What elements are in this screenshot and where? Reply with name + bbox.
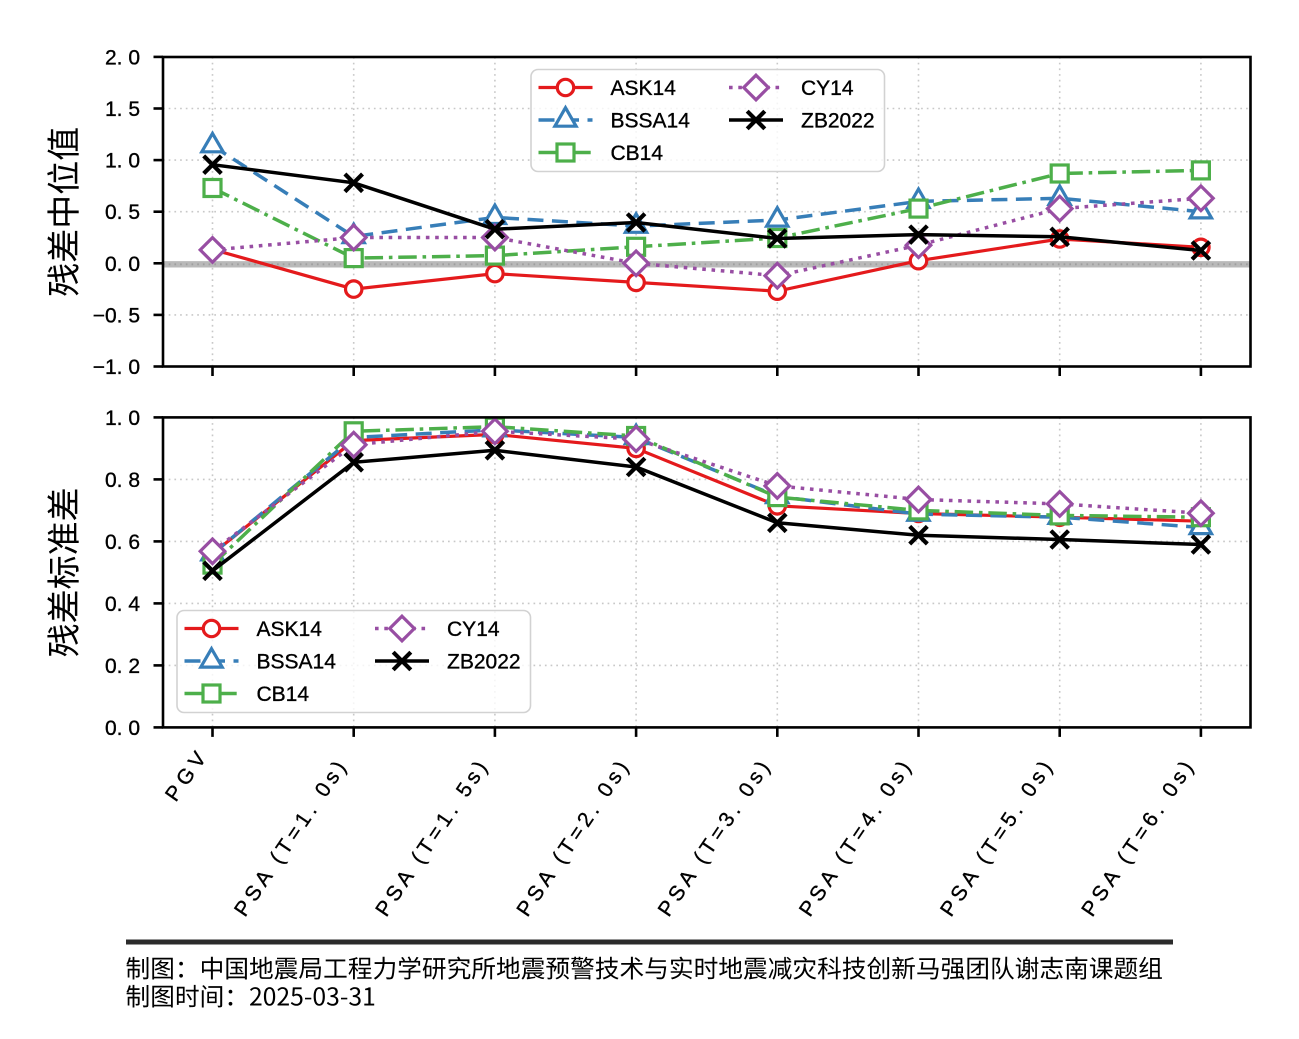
svg-text:1. 0: 1. 0: [105, 407, 140, 430]
svg-text:0. 8: 0. 8: [105, 469, 140, 492]
svg-text:BSSA14: BSSA14: [611, 110, 691, 133]
svg-text:−0. 5: −0. 5: [93, 304, 140, 327]
svg-text:CB14: CB14: [611, 142, 664, 165]
svg-text:1. 0: 1. 0: [105, 150, 140, 173]
svg-text:0. 5: 0. 5: [105, 201, 140, 224]
svg-text:ASK14: ASK14: [257, 618, 323, 641]
svg-text:0. 0: 0. 0: [105, 717, 140, 740]
svg-text:ASK14: ASK14: [611, 77, 677, 100]
svg-text:CB14: CB14: [257, 683, 310, 706]
svg-text:0. 2: 0. 2: [105, 655, 140, 678]
svg-text:1. 5: 1. 5: [105, 98, 140, 121]
svg-text:BSSA14: BSSA14: [257, 651, 337, 674]
svg-text:CY14: CY14: [801, 77, 854, 100]
svg-text:CY14: CY14: [447, 618, 500, 641]
svg-text:0. 0: 0. 0: [105, 253, 140, 276]
svg-text:ZB2022: ZB2022: [801, 110, 875, 133]
svg-text:0. 4: 0. 4: [105, 593, 140, 616]
svg-text:0. 6: 0. 6: [105, 531, 140, 554]
svg-text:ZB2022: ZB2022: [447, 651, 521, 674]
svg-text:2. 0: 2. 0: [105, 46, 140, 69]
svg-text:−1. 0: −1. 0: [93, 356, 140, 379]
